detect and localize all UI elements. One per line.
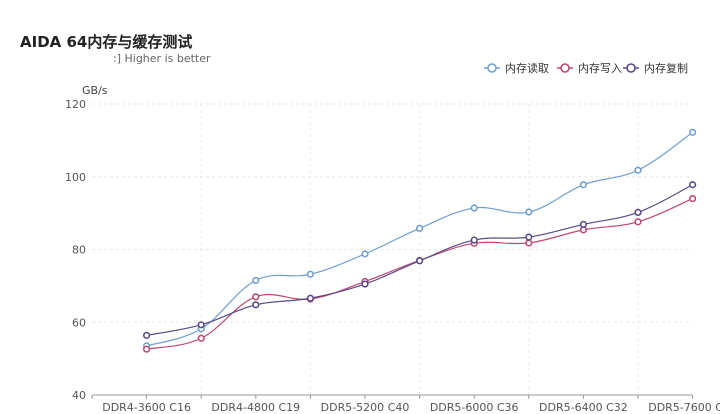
data-point[interactable] bbox=[634, 166, 642, 174]
data-point[interactable] bbox=[470, 236, 478, 244]
legend-marker[interactable] bbox=[560, 63, 570, 73]
data-point[interactable] bbox=[143, 331, 151, 339]
data-point[interactable] bbox=[361, 250, 369, 258]
data-point[interactable] bbox=[416, 257, 424, 265]
data-point[interactable] bbox=[470, 204, 478, 212]
legend-label[interactable]: 内存复制 bbox=[644, 61, 688, 75]
y-axis-unit: GB/s bbox=[82, 84, 108, 97]
data-point[interactable] bbox=[197, 321, 205, 329]
data-point[interactable] bbox=[525, 233, 533, 241]
data-point[interactable] bbox=[252, 301, 260, 309]
legend-marker[interactable] bbox=[487, 63, 497, 73]
data-point[interactable] bbox=[143, 345, 151, 353]
y-tick-label: 100 bbox=[65, 171, 86, 184]
data-point[interactable] bbox=[416, 224, 424, 233]
y-tick-label: 60 bbox=[72, 316, 86, 329]
y-tick-label: 120 bbox=[65, 98, 86, 111]
y-tick-label: 40 bbox=[72, 389, 86, 402]
x-tick-label: DDR4-4800 C19 bbox=[211, 401, 300, 414]
data-point[interactable] bbox=[252, 276, 260, 285]
legend-label[interactable]: 内存写入 bbox=[578, 61, 622, 75]
data-point[interactable] bbox=[252, 293, 260, 301]
legend-label[interactable]: 内存读取 bbox=[505, 61, 549, 75]
data-point[interactable] bbox=[525, 208, 533, 216]
data-point[interactable] bbox=[361, 280, 369, 288]
x-tick-label: DDR5-6400 C32 bbox=[539, 401, 628, 414]
data-point[interactable] bbox=[579, 220, 588, 229]
chart-subtitle: :] Higher is better bbox=[113, 52, 211, 65]
data-point[interactable] bbox=[306, 294, 315, 302]
chart-title: AIDA 64内存与缓存测试 bbox=[20, 33, 193, 51]
y-tick-label: 80 bbox=[72, 244, 86, 257]
data-point[interactable] bbox=[579, 181, 588, 189]
grid-lines bbox=[92, 103, 692, 395]
series-points bbox=[143, 128, 697, 353]
data-point[interactable] bbox=[634, 218, 642, 226]
axes: 40 60 80 100 120 DDR4-3600 C16 DDR4-4800 C19 DD… bbox=[65, 84, 720, 414]
data-point[interactable] bbox=[525, 239, 533, 247]
data-point[interactable] bbox=[688, 194, 697, 203]
legend: 内存读取 内存写入 内存复制 bbox=[484, 61, 688, 75]
data-point[interactable] bbox=[688, 181, 697, 189]
data-point[interactable] bbox=[688, 128, 697, 136]
legend-marker[interactable] bbox=[626, 63, 636, 73]
data-point[interactable] bbox=[306, 270, 315, 278]
x-tick-label: DDR5-6000 C36 bbox=[430, 401, 519, 414]
x-tick-label: DDR5-7600 C36 bbox=[648, 401, 720, 414]
x-tick-label: DDR5-5200 C40 bbox=[321, 401, 410, 414]
x-tick-label: DDR4-3600 C16 bbox=[102, 401, 191, 414]
data-point[interactable] bbox=[634, 208, 642, 216]
data-point[interactable] bbox=[197, 334, 205, 342]
